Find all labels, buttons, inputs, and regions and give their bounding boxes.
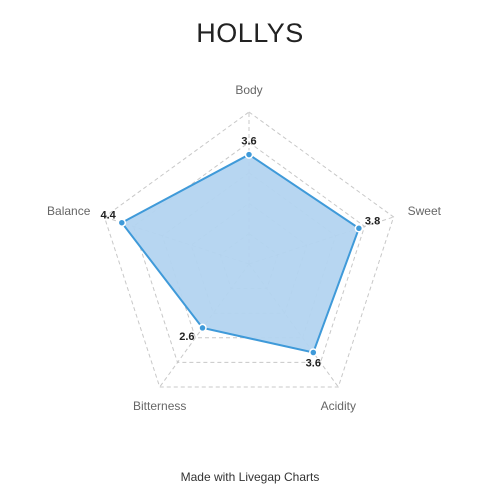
data-label: 3.6: [306, 358, 321, 370]
chart-title: HOLLYS: [196, 18, 304, 48]
data-point[interactable]: [198, 323, 207, 333]
data-point[interactable]: [354, 224, 364, 233]
data-point[interactable]: [117, 218, 127, 227]
series-area: [120, 153, 361, 354]
series-layer: [117, 150, 364, 357]
data-label: 3.8: [365, 215, 380, 227]
axis-label: Sweet: [408, 204, 442, 218]
axis-label: Balance: [47, 204, 91, 218]
axis-label: Bitterness: [133, 399, 186, 413]
data-label: 2.6: [179, 331, 194, 343]
grid-ring: [103, 111, 395, 388]
axis-label: Body: [235, 83, 262, 97]
chart-footer: Made with Livegap Charts: [180, 470, 320, 484]
axis-label: Acidity: [321, 399, 356, 413]
data-label: 3.6: [241, 136, 256, 148]
axis-spoke: [248, 216, 394, 265]
axis-spoke: [248, 263, 339, 388]
label-layer: 3.6 3.8 3.6 2.6 4.4 Body Sweet Acidity Bitternes…: [47, 83, 442, 413]
data-point[interactable]: [244, 150, 254, 159]
data-label: 4.4: [101, 210, 117, 222]
data-point[interactable]: [309, 348, 318, 357]
axis-spoke: [159, 263, 250, 388]
